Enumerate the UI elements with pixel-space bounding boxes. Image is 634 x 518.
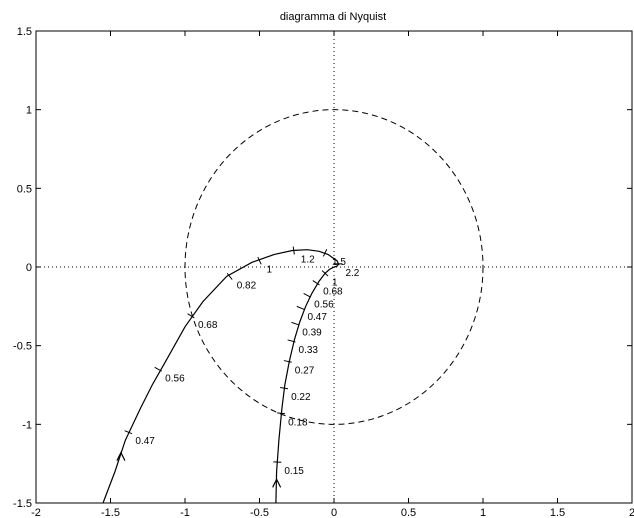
frequency-label: 0.33 <box>299 345 319 356</box>
x-tick-label: 0.5 <box>401 507 416 518</box>
y-tick-label: -1 <box>22 419 32 431</box>
x-tick-label: 1 <box>480 507 486 518</box>
frequency-label: 0.22 <box>291 392 311 403</box>
direction-arrow <box>116 451 126 461</box>
frequency-label: 1 <box>332 277 338 288</box>
frequency-tick-mark <box>292 246 295 255</box>
frequency-tick-mark <box>257 256 262 265</box>
frequency-tick-mark <box>303 292 311 298</box>
y-tick-label: 1.5 <box>17 26 32 38</box>
nyquist-curves <box>102 246 343 504</box>
chart-title: diagramma di Nyquist <box>280 11 386 23</box>
frequency-label: 0.18 <box>288 417 308 428</box>
frequency-label: 0.27 <box>295 365 315 376</box>
x-tick-label: -1.5 <box>101 507 120 518</box>
y-tick-label: -0.5 <box>13 341 32 353</box>
frequency-label: 0.15 <box>284 466 304 477</box>
frequency-label: 0.82 <box>237 280 257 291</box>
y-tick-label: -1.5 <box>13 498 32 510</box>
frequency-tick-mark <box>280 387 289 390</box>
frequency-tick-mark <box>226 273 233 280</box>
frequency-tick-mark <box>287 339 296 343</box>
frequency-tick-mark <box>321 270 329 277</box>
frequency-label: 2.2 <box>345 268 359 279</box>
frequency-label: 1 <box>267 265 273 276</box>
frequency-tick-mark <box>187 313 195 319</box>
frequency-tick-mark <box>154 366 162 372</box>
unit-circle <box>184 109 484 425</box>
frequency-label: 0.47 <box>307 312 327 323</box>
frequency-tick-mark <box>312 280 320 286</box>
frequency-label: 0.56 <box>165 373 185 384</box>
frequency-tick-mark <box>296 305 305 310</box>
frequency-tick-mark <box>283 360 292 363</box>
frequency-tick-mark <box>291 321 300 326</box>
x-tick-label: -1 <box>180 507 190 518</box>
nyquist-curve-1 <box>102 249 340 504</box>
y-tick-label: 0 <box>26 262 32 274</box>
frequency-label: 0.47 <box>135 436 155 447</box>
y-tick-label: 0.5 <box>17 183 32 195</box>
x-tick-label: -0.5 <box>250 507 269 518</box>
axis-ticks: -2 -1.5 -1 -0.5 0 0.5 1 1.5 21.510.50-0.5-1-1.5 <box>13 26 634 518</box>
x-tick-label: -2 <box>31 507 41 518</box>
x-tick-label: 0 <box>331 507 337 518</box>
nyquist-curve-2 <box>275 266 335 504</box>
frequency-tick-mark <box>322 249 328 257</box>
frequency-label: 0.56 <box>314 299 334 310</box>
frequency-label: 0.68 <box>323 287 343 298</box>
frequency-tick-mark <box>124 430 133 435</box>
x-tick-label: 2 <box>629 507 634 518</box>
direction-arrow <box>272 478 282 488</box>
frequency-label: 1.5 <box>332 257 346 268</box>
x-tick-label: 1.5 <box>550 507 565 518</box>
frequency-label: 1.2 <box>301 254 315 265</box>
frequency-tick-mark <box>277 412 286 415</box>
frequency-label: 0.68 <box>198 320 218 331</box>
y-tick-label: 1 <box>26 105 32 117</box>
frequency-label: 0.39 <box>302 328 322 339</box>
